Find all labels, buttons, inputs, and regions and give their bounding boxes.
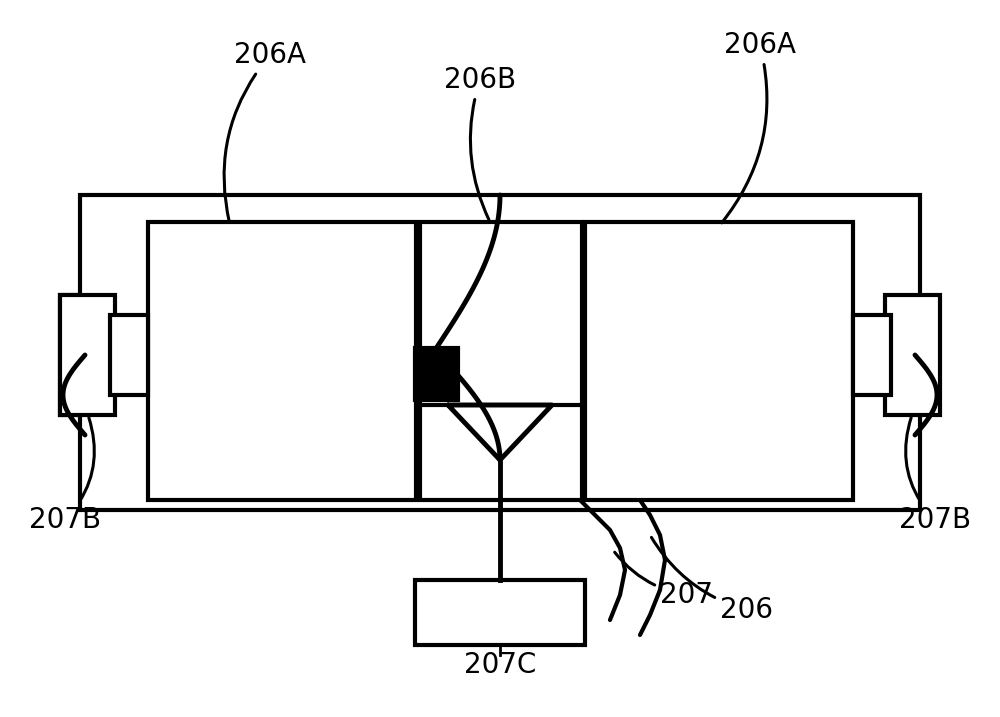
Bar <box>110 315 148 395</box>
Bar <box>148 222 416 500</box>
Text: 206B: 206B <box>444 66 516 219</box>
Text: 206: 206 <box>651 537 773 624</box>
Bar <box>420 222 582 500</box>
Text: 207B: 207B <box>899 417 971 534</box>
Bar <box>80 195 920 510</box>
Bar <box>415 580 585 645</box>
Text: 207B: 207B <box>29 417 101 534</box>
Bar <box>585 222 853 500</box>
Text: 207C: 207C <box>464 651 536 679</box>
Bar <box>853 315 891 395</box>
Bar <box>885 295 940 415</box>
Bar <box>415 348 458 400</box>
Text: 206A: 206A <box>224 41 306 222</box>
Bar <box>60 295 115 415</box>
Bar <box>60 295 80 415</box>
Text: 206A: 206A <box>722 31 796 223</box>
Text: 207: 207 <box>615 552 713 609</box>
